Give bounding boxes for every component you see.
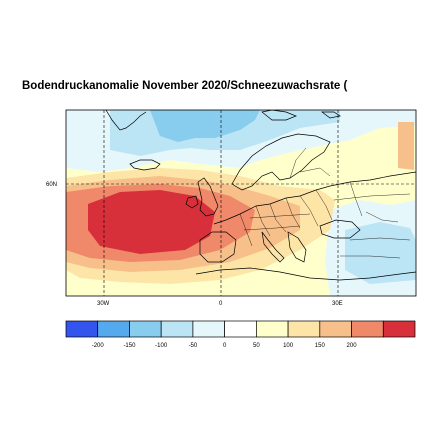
lat-label-60n: 60N (46, 182, 57, 188)
country-borders (239, 147, 411, 259)
legend-tick-label: -150 (123, 343, 136, 349)
legend-swatch (287, 320, 321, 338)
anomaly-field (66, 110, 416, 296)
gridlines (66, 110, 416, 296)
lon-label-0: 0 (219, 301, 223, 307)
legend-tick-label: -50 (189, 343, 198, 349)
legend-tick-label: 200 (347, 343, 358, 349)
legend-tick-label: 100 (283, 343, 294, 349)
legend-tick-label: 50 (253, 343, 260, 349)
legend-tick-label: -100 (155, 343, 168, 349)
legend-swatch (160, 320, 194, 338)
color-legend: -200 -150 -100 -50 0 50 100 150 200 (65, 320, 416, 349)
legend-tick-label: 0 (223, 343, 227, 349)
legend-swatch (192, 320, 225, 338)
chart-title: Bodendruckanomalie November 2020/Schneez… (22, 80, 348, 92)
lon-label-30w: 30W (97, 301, 110, 307)
legend-swatch (351, 320, 384, 338)
map-frame (65, 109, 417, 297)
legend-swatch (319, 320, 352, 338)
legend-swatch (65, 320, 99, 338)
legend-swatch (256, 320, 289, 338)
legend-tick-label: 150 (315, 343, 326, 349)
legend-swatch (382, 320, 416, 338)
legend-swatch (129, 320, 162, 338)
legend-swatch (97, 320, 130, 338)
lon-label-30e: 30E (332, 301, 343, 307)
legend-swatch (224, 320, 257, 338)
legend-tick-label: -200 (92, 343, 105, 349)
